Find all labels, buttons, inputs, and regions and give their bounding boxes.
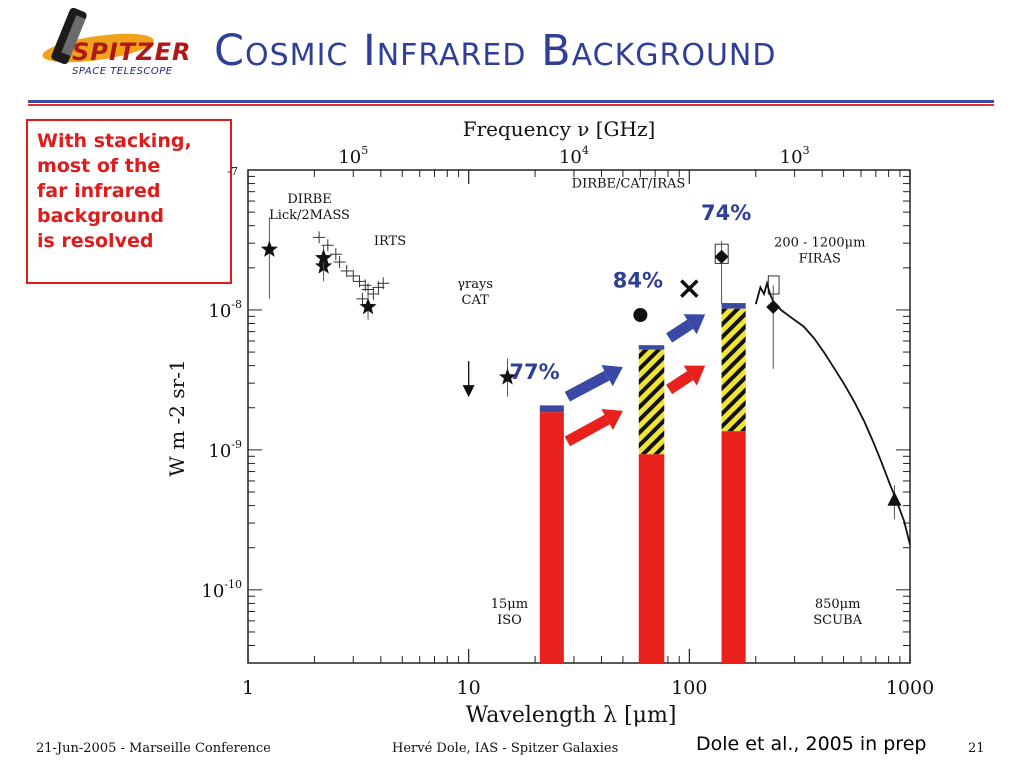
annotation-gamma: γrays CAT — [457, 277, 493, 308]
lick-point — [329, 248, 342, 261]
diamond-marker — [766, 299, 781, 314]
irts-point — [377, 277, 390, 290]
bar-70um-hatched — [638, 349, 665, 455]
lick-point — [313, 231, 326, 244]
y-axis-label: W m -2 sr-1 — [165, 359, 189, 476]
arrow-blue-shaft — [564, 370, 610, 402]
lick-point — [333, 256, 346, 269]
annotation-dirbe-lick: DIRBE Lick/2MASS — [269, 192, 350, 223]
logo-wordmark: SPITZER — [72, 38, 192, 66]
title-rule-red — [28, 104, 994, 106]
plot-frame — [247, 169, 911, 664]
callout-line: With stacking, — [37, 130, 192, 152]
irts-point — [362, 283, 375, 296]
bar-160um-percent-label: 74% — [701, 201, 751, 225]
x-tick-label: 100 — [671, 677, 707, 699]
x-tick-label: 1 — [242, 677, 254, 699]
callout-box: With stacking, most of the far infrared … — [26, 119, 232, 284]
y-tick-label: 10-9 — [208, 438, 242, 462]
annotation-firas: 200 - 1200μm FIRAS — [774, 235, 865, 266]
page-number: 21 — [968, 741, 985, 756]
top-tick-label: 103 — [780, 144, 810, 168]
bar-160um-resolved — [721, 431, 746, 663]
arrow-blue-head — [601, 365, 623, 387]
citation: Dole et al., 2005 in prep — [696, 733, 927, 755]
top-tick-label: 105 — [338, 144, 368, 168]
title-rule-blue — [28, 100, 994, 103]
slide-title: Cosmic Infrared Background — [214, 26, 777, 76]
upper-limit-arrowhead — [462, 385, 475, 398]
firas-spectrum — [754, 279, 911, 545]
star-marker — [499, 368, 517, 385]
bar-24um-percent-label: 77% — [509, 360, 559, 384]
irts-point — [356, 292, 369, 305]
irts-point — [340, 264, 353, 277]
top-tick-label: 104 — [559, 144, 589, 168]
bar-160um-unresolved — [721, 303, 746, 309]
y-tick-label: 10-10 — [201, 578, 242, 602]
annotation-iso: 15μm ISO — [491, 597, 528, 628]
annotation-dirbe-cat-iras: DIRBE/CAT/IRAS — [572, 176, 686, 191]
x-tick-label: 1000 — [886, 677, 934, 699]
bar-70um-percent-label: 84% — [613, 268, 663, 292]
callout-line: far infrared — [37, 180, 161, 202]
annotation-scuba: 850μm SCUBA — [813, 597, 862, 628]
bar-24um-resolved — [539, 412, 564, 663]
diamond-marker — [714, 249, 729, 264]
y-tick-label: 10-8 — [208, 298, 242, 322]
bar-70um-resolved — [638, 454, 665, 663]
callout-line: most of the — [37, 155, 161, 177]
irts-point — [367, 287, 380, 300]
arrow-blue-head — [683, 314, 706, 335]
arrow-red-head — [601, 409, 623, 431]
callout-line: background — [37, 205, 164, 227]
dot-marker — [633, 308, 648, 323]
star-marker — [260, 240, 278, 257]
arrow-red-shaft — [666, 370, 694, 395]
bar-70um-unresolved — [638, 345, 665, 350]
footer-conference: 21-Jun-2005 - Marseille Conference — [36, 741, 271, 756]
star-marker — [359, 298, 377, 315]
annotation-irts: IRTS — [374, 234, 406, 249]
arrow-blue-shaft — [666, 319, 694, 343]
x-tick-label: 10 — [457, 677, 481, 699]
bar-160um-hatched — [721, 308, 746, 432]
arrow-red-head — [683, 365, 706, 386]
footer-author: Hervé Dole, IAS - Spitzer Galaxies — [392, 741, 619, 756]
y-tick-label-partial: -7 — [227, 165, 238, 178]
star-marker — [315, 249, 333, 266]
irts-point — [347, 269, 360, 282]
logo-subtitle: SPACE TELESCOPE — [72, 66, 173, 77]
bar-24um-unresolved — [539, 405, 564, 413]
arrow-red-shaft — [564, 414, 610, 447]
x-axis-label: Wavelength λ [μm] — [466, 703, 677, 728]
callout-line: is resolved — [37, 230, 154, 252]
spitzer-logo — [42, 7, 154, 65]
triangle-marker — [887, 491, 902, 506]
top-axis-label: Frequency ν [GHz] — [463, 117, 656, 141]
cross-marker — [680, 279, 699, 298]
